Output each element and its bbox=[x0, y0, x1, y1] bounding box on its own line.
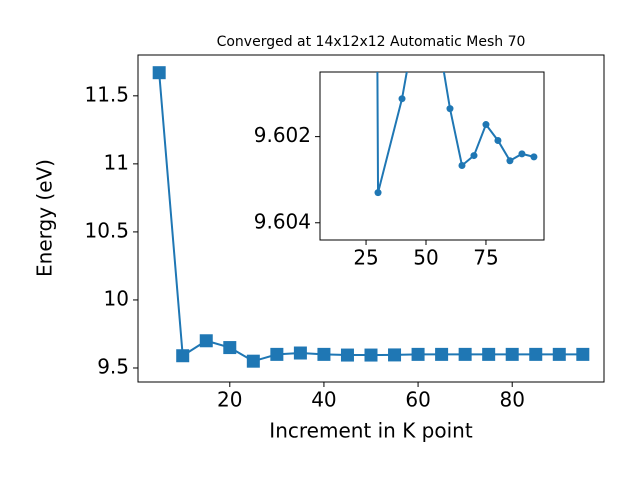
marker bbox=[552, 347, 566, 361]
marker bbox=[388, 348, 402, 362]
marker bbox=[152, 66, 166, 80]
x-tick-label: 60 bbox=[405, 388, 430, 412]
y-tick-label: 11 bbox=[104, 150, 129, 174]
marker bbox=[529, 347, 543, 361]
marker bbox=[199, 334, 213, 348]
y-tick-label: 9.5 bbox=[97, 354, 129, 378]
y-tick-label: 10.5 bbox=[84, 218, 129, 242]
x-tick-label: 20 bbox=[217, 388, 242, 412]
marker bbox=[398, 95, 406, 103]
marker bbox=[470, 152, 478, 160]
marker bbox=[364, 348, 378, 362]
marker bbox=[435, 347, 449, 361]
y-axis-label: Energy (eV) bbox=[33, 159, 57, 277]
chart-title: Converged at 14x12x12 Automatic Mesh 70 bbox=[217, 34, 526, 50]
x-tick-label: 25 bbox=[353, 246, 378, 270]
marker bbox=[246, 354, 260, 368]
marker bbox=[530, 153, 538, 161]
marker bbox=[505, 347, 519, 361]
marker bbox=[494, 136, 502, 144]
y-tick-label: 9.602 bbox=[254, 123, 311, 147]
inset-data bbox=[374, 72, 538, 197]
x-tick-label: 75 bbox=[473, 246, 498, 270]
x-tick-label: 40 bbox=[311, 388, 336, 412]
marker bbox=[411, 347, 425, 361]
marker bbox=[270, 347, 284, 361]
marker bbox=[374, 189, 382, 197]
marker bbox=[458, 347, 472, 361]
main-data bbox=[152, 66, 590, 368]
marker bbox=[340, 348, 354, 362]
x-axis-label: Increment in K point bbox=[269, 419, 473, 443]
marker bbox=[458, 161, 466, 169]
marker bbox=[176, 349, 190, 363]
marker bbox=[518, 150, 526, 158]
marker bbox=[446, 105, 454, 113]
marker bbox=[317, 347, 331, 361]
marker bbox=[482, 121, 490, 129]
y-tick-label: 11.5 bbox=[84, 82, 129, 106]
marker bbox=[223, 341, 237, 355]
marker bbox=[482, 347, 496, 361]
marker bbox=[506, 157, 514, 165]
x-tick-label: 50 bbox=[413, 246, 438, 270]
x-tick-label: 80 bbox=[499, 388, 524, 412]
y-tick-label: 9.604 bbox=[254, 209, 311, 233]
y-tick-label: 10 bbox=[104, 286, 129, 310]
inset-frame bbox=[319, 71, 545, 241]
marker bbox=[293, 346, 307, 360]
marker bbox=[576, 347, 590, 361]
